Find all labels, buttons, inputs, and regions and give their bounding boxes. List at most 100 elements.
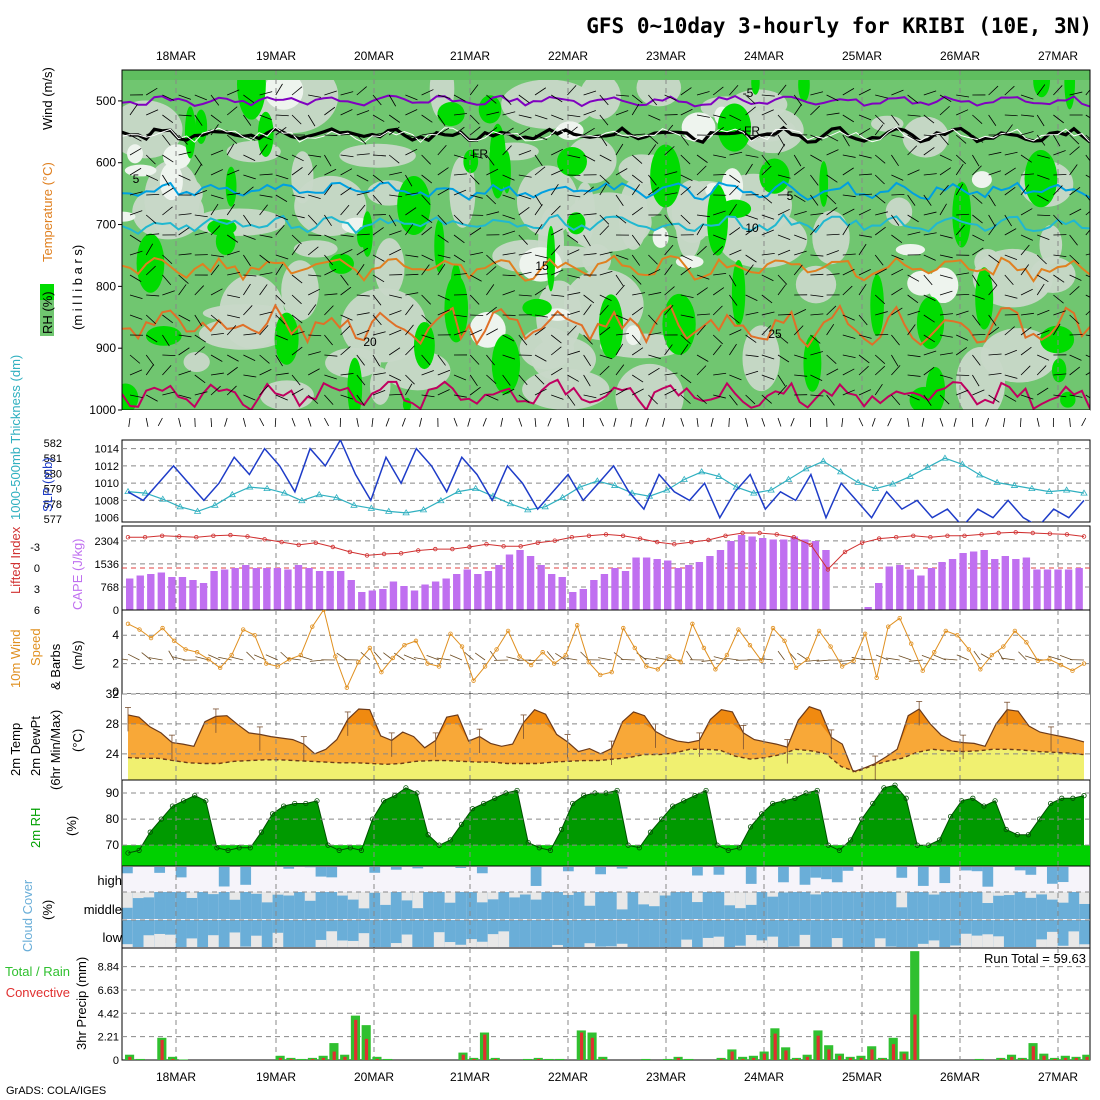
wind-barb bbox=[874, 226, 886, 236]
wind-barb-10m bbox=[449, 654, 463, 661]
cloud-low bbox=[143, 920, 155, 947]
wind-barb bbox=[356, 329, 370, 336]
thickness-line-point bbox=[541, 503, 549, 510]
wind-barb bbox=[1036, 84, 1046, 96]
wind-barb bbox=[162, 391, 176, 396]
wind-barb bbox=[972, 154, 980, 167]
date-label-bottom: 24MAR bbox=[744, 1070, 784, 1084]
wind-barb bbox=[340, 91, 354, 96]
wind-barb bbox=[1036, 387, 1049, 396]
wind-barb bbox=[953, 417, 957, 427]
cape-bar bbox=[959, 553, 967, 610]
wind-barb bbox=[1004, 228, 1017, 236]
wind-barb bbox=[486, 266, 497, 276]
precip-total-bar bbox=[544, 1058, 554, 1060]
wind-barb bbox=[486, 394, 499, 401]
cloud-low bbox=[993, 920, 1004, 947]
wind-barb bbox=[210, 372, 224, 376]
cape-bar bbox=[822, 550, 830, 610]
wind-barb bbox=[259, 311, 273, 316]
rh-moist-area bbox=[184, 106, 196, 159]
wind-barb-10m bbox=[643, 657, 658, 661]
wind-barb bbox=[518, 294, 532, 297]
lifted-index-line-point bbox=[911, 533, 916, 538]
wind-barb bbox=[421, 294, 431, 305]
wind-barb bbox=[389, 171, 402, 176]
wind-speed-line-point bbox=[851, 658, 856, 663]
wind-barb bbox=[907, 231, 921, 236]
wind-barb bbox=[712, 127, 724, 136]
wind-barb bbox=[437, 254, 451, 259]
thickness-line-point bbox=[228, 490, 236, 498]
rh2m-line-point bbox=[970, 795, 976, 801]
cape-bar bbox=[558, 577, 566, 610]
wind-barb bbox=[923, 90, 937, 96]
cape-bar bbox=[210, 571, 218, 610]
lifted-index-line-point bbox=[655, 539, 660, 545]
wind-barb bbox=[842, 389, 855, 396]
wind-barb bbox=[874, 174, 885, 185]
cape-bar bbox=[252, 568, 260, 610]
cloud-low bbox=[552, 920, 563, 947]
lifted-index-line-point bbox=[552, 538, 557, 543]
wind-barb bbox=[1085, 310, 1090, 316]
cloud-high bbox=[412, 867, 424, 869]
cloud-middle-gap bbox=[380, 892, 391, 905]
wind-barb bbox=[988, 151, 1002, 156]
cloud-high bbox=[799, 867, 811, 885]
contour-label: 5 bbox=[133, 172, 140, 186]
wind-barb bbox=[826, 94, 839, 102]
wind-barb bbox=[356, 86, 367, 96]
dewpt2m-line bbox=[127, 748, 1085, 773]
lifted-index-line-point bbox=[1047, 531, 1053, 536]
wind-barb bbox=[955, 163, 964, 176]
wind-barb bbox=[226, 385, 237, 396]
wind-barb bbox=[956, 94, 970, 98]
precip-total-bar bbox=[555, 1058, 565, 1060]
wind-barb bbox=[923, 314, 935, 323]
wind-barb bbox=[534, 204, 543, 216]
cloud-low-gap bbox=[681, 939, 693, 947]
precip-conv-bar bbox=[848, 1057, 853, 1060]
wind-barb bbox=[324, 168, 337, 176]
wind-barb bbox=[907, 310, 921, 316]
lifted-index-line-point bbox=[142, 535, 148, 540]
wind-barb bbox=[713, 154, 727, 159]
cloud-low-gap bbox=[1068, 931, 1080, 947]
pressure-tick: 500 bbox=[96, 94, 116, 108]
wind-barb-10m bbox=[218, 656, 232, 661]
wind-speed-line-point bbox=[966, 647, 972, 652]
wind-barb bbox=[371, 417, 374, 427]
wind-barb bbox=[761, 94, 775, 97]
wind-barb bbox=[421, 214, 433, 224]
wind-barb bbox=[826, 207, 838, 216]
cloud-high bbox=[917, 867, 929, 886]
temp2m-label: 2m Temp bbox=[8, 723, 23, 776]
thickness-line bbox=[127, 457, 1085, 514]
cloud-low bbox=[132, 920, 144, 947]
wind-barb bbox=[1020, 326, 1032, 336]
wind-speed-line-point bbox=[367, 645, 373, 651]
wind-barb bbox=[988, 284, 998, 296]
wind-barb bbox=[615, 364, 625, 376]
lifted-index-line-point bbox=[637, 536, 643, 541]
wind-barb bbox=[162, 154, 174, 163]
cloud-low bbox=[950, 920, 961, 947]
wind-barb bbox=[275, 224, 285, 236]
wind-barb bbox=[875, 211, 888, 216]
wind-barb bbox=[631, 254, 641, 266]
wind-barb bbox=[599, 417, 604, 427]
wind-barb bbox=[858, 114, 872, 121]
wind-barb bbox=[858, 154, 872, 159]
wind-barb bbox=[664, 192, 678, 196]
wind10-label-b: Speed bbox=[28, 628, 43, 666]
wind-barb bbox=[356, 233, 370, 236]
wind-barb bbox=[1085, 371, 1090, 376]
wind-barb bbox=[988, 214, 996, 227]
wind-barb bbox=[810, 374, 823, 381]
thickness-line-point bbox=[159, 495, 167, 502]
wind-barb bbox=[129, 314, 143, 320]
cape-bar bbox=[421, 584, 429, 610]
wind-barb bbox=[453, 189, 467, 196]
wind-barb bbox=[534, 114, 548, 120]
